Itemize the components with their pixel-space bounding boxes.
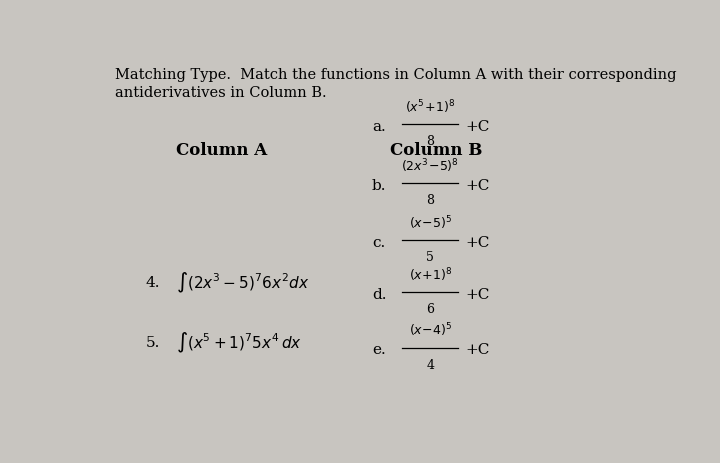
Text: 8: 8 [426, 194, 434, 207]
Text: +C: +C [465, 236, 490, 250]
Text: $\int(2x^3-5)^76x^2dx$: $\int(2x^3-5)^76x^2dx$ [176, 270, 310, 294]
Text: 5.: 5. [145, 336, 160, 350]
Text: b.: b. [372, 179, 387, 193]
Text: $(2x^3\!-\!5)^8$: $(2x^3\!-\!5)^8$ [402, 156, 459, 174]
Text: antiderivatives in Column B.: antiderivatives in Column B. [115, 86, 327, 100]
Text: $\int(x^5+1)^75x^4\,dx$: $\int(x^5+1)^75x^4\,dx$ [176, 331, 302, 355]
Text: Column A: Column A [176, 142, 266, 158]
Text: $(x\!-\!5)^5$: $(x\!-\!5)^5$ [409, 214, 452, 232]
Text: +C: +C [465, 343, 490, 357]
Text: +C: +C [465, 288, 490, 301]
Text: 8: 8 [426, 135, 434, 148]
Text: $(x^5\!+\!1)^8$: $(x^5\!+\!1)^8$ [405, 98, 455, 115]
Text: 5: 5 [426, 251, 434, 264]
Text: Matching Type.  Match the functions in Column A with their corresponding: Matching Type. Match the functions in Co… [115, 68, 677, 82]
Text: +C: +C [465, 120, 490, 134]
Text: d.: d. [372, 288, 387, 301]
Text: $(x\!-\!4)^5$: $(x\!-\!4)^5$ [409, 321, 452, 338]
Text: $(x\!+\!1)^8$: $(x\!+\!1)^8$ [409, 265, 452, 283]
Text: +C: +C [465, 179, 490, 193]
Text: Column B: Column B [390, 142, 482, 158]
Text: 6: 6 [426, 303, 434, 316]
Text: 4.: 4. [145, 275, 161, 289]
Text: e.: e. [372, 343, 385, 357]
Text: c.: c. [372, 236, 385, 250]
Text: a.: a. [372, 120, 385, 134]
Text: 4: 4 [426, 358, 434, 371]
